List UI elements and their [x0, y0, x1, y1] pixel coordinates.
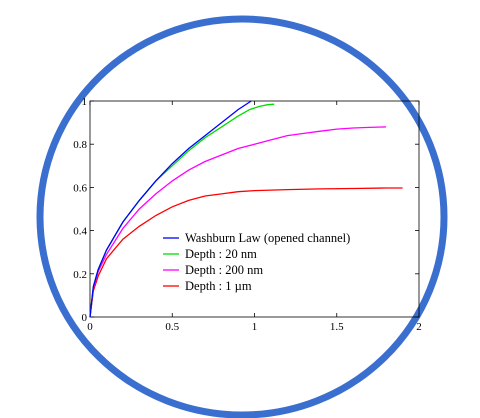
y-tick-label: 1	[82, 96, 88, 108]
legend-label: Depth : 200 nm	[185, 263, 263, 277]
series-line	[89, 187, 403, 318]
legend-label: Washburn Law (opened channel)	[185, 231, 350, 245]
line-chart: 0 0.5 1 1.5 2 0 0.2 0.4 0.6 0.8 1 Washburn Law (ope…	[73, 96, 422, 333]
y-tick-label: 0.8	[73, 139, 87, 151]
y-tick-label: 0.4	[73, 226, 87, 238]
x-tick-label: 1	[252, 321, 258, 333]
y-tick-label: 0	[82, 312, 88, 324]
series-line	[89, 126, 387, 318]
x-tick-label: 0	[87, 321, 93, 333]
x-tick-label: 1.5	[330, 321, 344, 333]
series-line	[89, 100, 252, 318]
x-tick-label: 0.5	[165, 321, 179, 333]
legend-label: Depth : 20 nm	[185, 247, 257, 261]
legend-label: Depth : 1 µm	[185, 279, 252, 293]
oval-frame	[36, 15, 448, 418]
y-tick-label: 0.6	[73, 182, 87, 194]
x-tick-label: 2	[416, 321, 422, 333]
y-tick-label: 0.2	[73, 269, 87, 281]
